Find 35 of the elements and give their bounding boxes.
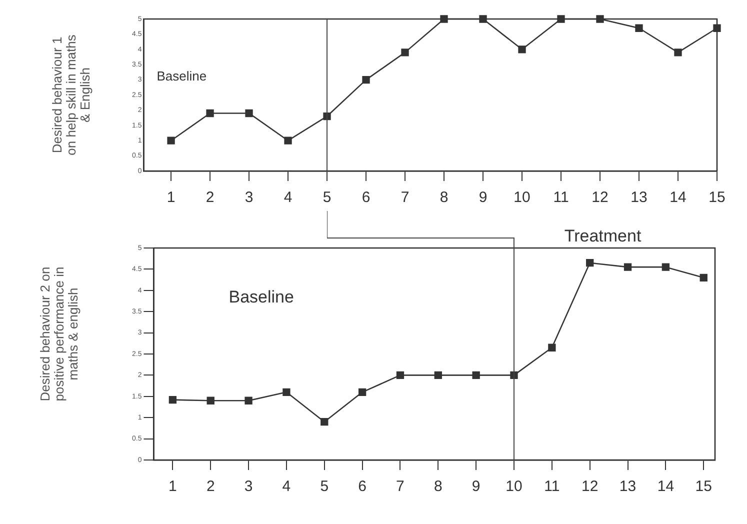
- x-tick-label: 10: [506, 478, 522, 496]
- x-tick-label: 12: [582, 478, 598, 496]
- x-tick-label: 6: [362, 189, 370, 206]
- x-tick-label: 5: [322, 189, 332, 206]
- x-tick-label: 11: [553, 189, 569, 206]
- x-tick-label: 3: [244, 189, 254, 206]
- x-tick-label: 15: [695, 478, 712, 496]
- x-tick-label: 1: [166, 189, 176, 206]
- x-tick-label: 1: [168, 478, 177, 496]
- x-tick-label: 10: [514, 189, 530, 206]
- x-tick-label: 8: [434, 478, 442, 496]
- x-tick-label: 2: [206, 189, 214, 206]
- x-tick-label: 5: [320, 478, 329, 496]
- x-tick-label: 12: [592, 189, 608, 206]
- x-tick-label: 9: [472, 478, 480, 496]
- x-tick-label: 15: [708, 189, 726, 206]
- x-tick-label: 13: [619, 478, 636, 496]
- x-tick-label: 4: [282, 478, 291, 496]
- x-tick-label: 6: [358, 478, 366, 496]
- x-tick-label: 14: [670, 189, 686, 206]
- annotation: Baseline: [156, 68, 207, 84]
- x-tick-label: 11: [544, 478, 560, 496]
- x-tick-label: 2: [206, 478, 215, 496]
- x-tick-label: 7: [400, 189, 410, 206]
- x-tick-label: 9: [478, 189, 488, 206]
- y-axis-title: Desired behaviour 1 on help skill in maths & English: [50, 34, 93, 156]
- x-tick-label: 8: [440, 189, 448, 206]
- x-tick-label: 3: [244, 478, 253, 496]
- x-tick-label: 4: [284, 189, 292, 206]
- annotation: Baseline: [228, 288, 294, 307]
- text: Treatment: [564, 226, 642, 246]
- y-axis-title: Desired behaviour 2 on positive performance in maths & english: [38, 266, 81, 402]
- x-tick-label: 14: [657, 478, 674, 496]
- x-tick-label: 7: [396, 478, 404, 496]
- x-tick-label: 13: [630, 189, 648, 206]
